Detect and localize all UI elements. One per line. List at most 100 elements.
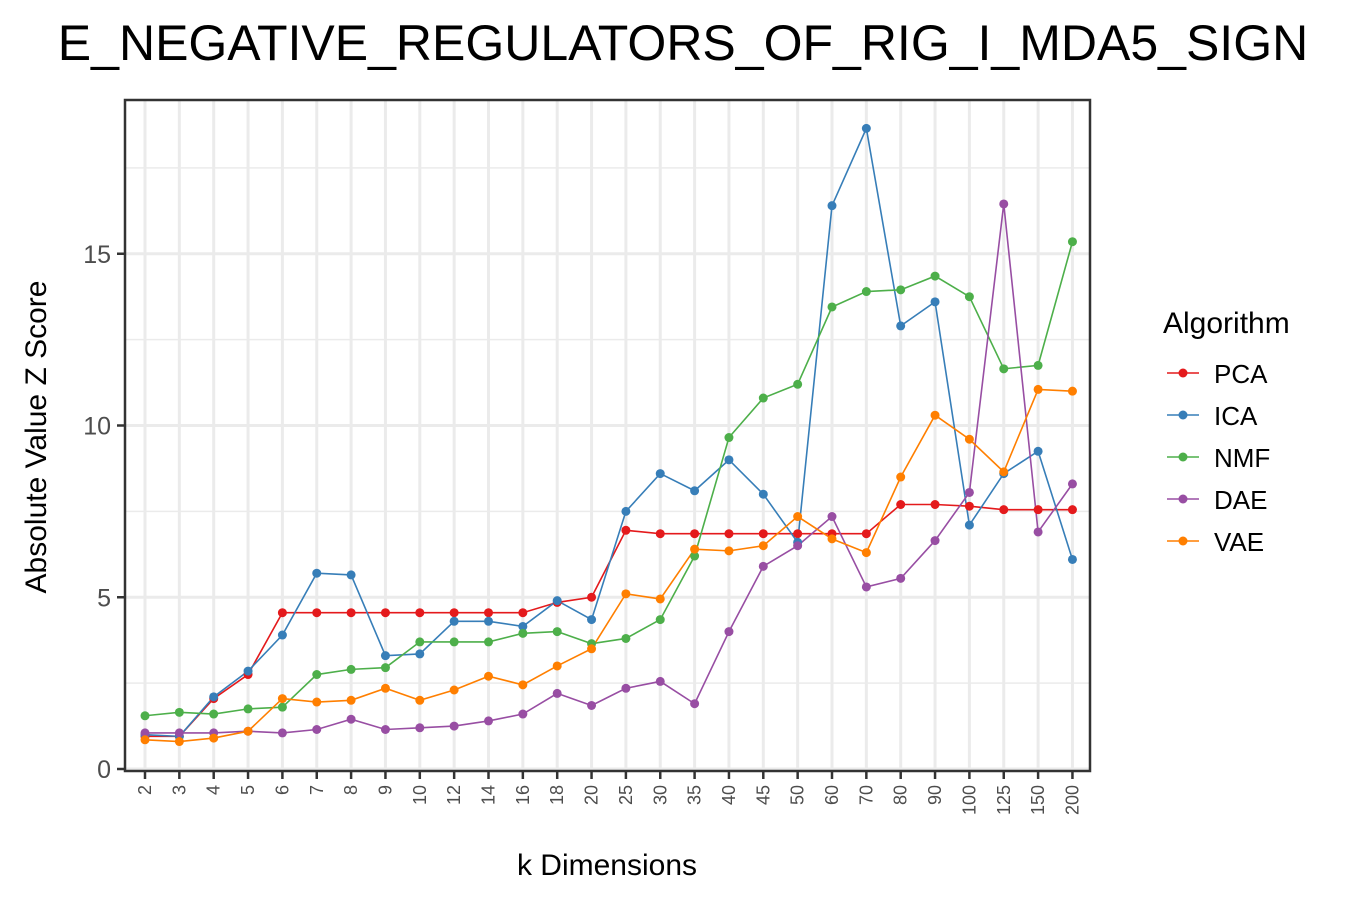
legend-label-dae: DAE — [1214, 485, 1267, 515]
data-point-nmf — [140, 711, 150, 721]
data-point-vae — [518, 680, 528, 690]
x-tick-label: 125 — [994, 785, 1014, 815]
legend-key-point-ica — [1178, 410, 1188, 420]
data-point-pca — [1033, 505, 1043, 515]
data-point-dae — [380, 724, 390, 734]
data-point-nmf — [793, 379, 803, 389]
data-point-vae — [312, 697, 322, 707]
data-point-vae — [243, 726, 253, 736]
data-point-ica — [484, 616, 493, 626]
data-point-dae — [312, 724, 322, 734]
data-point-vae — [896, 472, 906, 482]
data-point-vae — [999, 467, 1009, 477]
data-point-ica — [243, 666, 253, 676]
legend-key-point-vae — [1178, 536, 1188, 546]
data-point-vae — [621, 589, 631, 599]
data-point-nmf — [861, 287, 871, 297]
plot-background — [125, 100, 1090, 771]
data-point-vae — [587, 644, 597, 654]
data-point-vae — [552, 661, 562, 671]
data-point-vae — [380, 683, 390, 693]
data-point-ica — [346, 570, 356, 580]
plot-border — [123, 98, 1092, 773]
data-point-nmf — [655, 615, 665, 625]
data-point-nmf — [449, 637, 459, 647]
y-tick-label: 10 — [83, 413, 111, 441]
x-tick-label: 50 — [788, 785, 808, 805]
data-point-ica — [587, 615, 597, 625]
data-point-dae — [415, 723, 425, 733]
x-tick-label: 20 — [582, 785, 602, 805]
data-point-dae — [1033, 527, 1043, 537]
data-point-pca — [484, 608, 493, 618]
data-point-nmf — [312, 670, 322, 680]
x-tick-label: 40 — [719, 785, 739, 805]
data-point-dae — [896, 573, 906, 583]
data-point-pca — [999, 505, 1009, 515]
y-tick-label: 5 — [97, 584, 111, 612]
series-line-dae — [145, 203, 1074, 734]
data-point-ica — [896, 321, 906, 331]
data-point-vae — [277, 694, 287, 704]
data-point-vae — [827, 534, 837, 544]
data-point-vae — [793, 512, 803, 522]
data-point-pca — [380, 608, 390, 618]
data-point-vae — [861, 548, 871, 558]
data-point-nmf — [380, 663, 390, 673]
legend-key-point-pca — [1178, 368, 1188, 378]
data-point-vae — [655, 594, 665, 604]
data-point-nmf — [690, 551, 700, 561]
x-tick-label: 35 — [685, 785, 705, 805]
data-point-pca — [277, 608, 287, 618]
data-point-ica — [758, 489, 768, 499]
data-point-ica — [1033, 446, 1043, 456]
data-point-pca — [793, 529, 803, 539]
x-tick-label: 8 — [341, 785, 361, 795]
data-point-vae — [209, 733, 219, 743]
series-line-vae — [144, 388, 1073, 743]
data-point-dae — [827, 512, 837, 522]
x-tick-label: 45 — [753, 785, 773, 805]
data-point-vae — [1033, 384, 1043, 394]
data-point-vae — [140, 735, 150, 745]
x-tick-label: 5 — [238, 785, 258, 795]
data-point-pca — [896, 500, 906, 510]
data-point-pca — [930, 500, 940, 510]
data-point-nmf — [724, 433, 734, 443]
x-tick-label: 6 — [272, 785, 292, 795]
data-point-dae — [140, 728, 150, 738]
x-tick-label: 25 — [616, 785, 636, 805]
data-point-nmf — [174, 707, 184, 717]
data-point-ica — [621, 506, 631, 516]
data-point-ica — [552, 596, 562, 606]
data-point-nmf — [346, 664, 356, 674]
data-point-ica — [930, 297, 940, 307]
data-point-dae — [587, 700, 597, 710]
data-point-nmf — [518, 628, 528, 638]
data-point-pca — [655, 529, 665, 539]
data-point-pca — [861, 529, 871, 539]
data-point-nmf — [930, 271, 940, 281]
legend-label-vae: VAE — [1214, 527, 1264, 557]
data-point-dae — [758, 561, 768, 571]
data-point-vae — [449, 685, 459, 695]
data-point-pca — [415, 608, 425, 618]
data-point-ica — [861, 123, 871, 133]
y-tick-label: 15 — [83, 241, 111, 269]
data-point-ica — [724, 455, 734, 465]
x-tick-label: 18 — [547, 785, 567, 805]
data-point-ica — [312, 568, 322, 578]
y-axis-title: Absolute Value Z Score — [20, 281, 53, 594]
legend: PCA ICA NMF DAE VAE — [1167, 359, 1270, 557]
data-point-nmf — [964, 292, 974, 302]
data-point-pca — [518, 608, 528, 618]
data-point-dae — [449, 721, 459, 731]
x-tick-label: 100 — [959, 785, 979, 815]
data-point-pca — [449, 608, 459, 618]
data-point-nmf — [484, 637, 493, 647]
series-line-ica — [144, 125, 1074, 738]
data-point-ica — [827, 201, 837, 211]
data-point-nmf — [415, 637, 425, 647]
data-point-pca — [312, 608, 322, 618]
